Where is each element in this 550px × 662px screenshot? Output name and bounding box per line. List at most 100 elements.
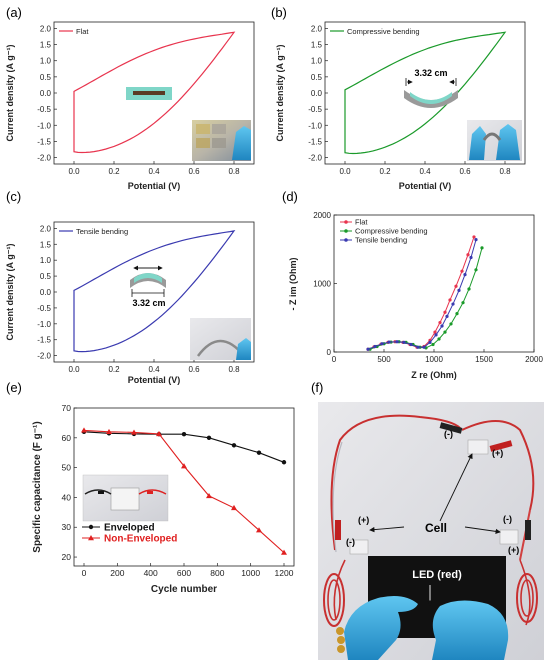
- y-tick-label: -1.5: [37, 137, 51, 146]
- panel-label-e: (e): [6, 380, 22, 395]
- y-tick-label: 0: [327, 348, 332, 357]
- legend-marker: [88, 524, 94, 530]
- y-tick-label: 0.0: [40, 89, 52, 98]
- x-tick-label: 0.4: [148, 167, 160, 176]
- axis-ticks: 0 500 1000 1500 2000 0 1000 2000: [313, 211, 543, 364]
- cycling-series: [81, 427, 287, 555]
- nyquist-point: [433, 330, 437, 334]
- right-glove: [432, 600, 509, 660]
- panel-label-b: (b): [271, 5, 287, 20]
- y-tick-label: 2000: [313, 211, 331, 220]
- y-tick-label: -0.5: [37, 304, 51, 313]
- y-tick-label: 1.0: [40, 57, 52, 66]
- x-tick-label: 500: [377, 355, 391, 364]
- nyquist-point: [434, 333, 438, 337]
- legend-label: Flat: [76, 27, 89, 36]
- cv-curve: [344, 31, 507, 155]
- nyquist-point: [472, 235, 476, 239]
- terminal-plus-top: (+): [492, 448, 503, 458]
- y-tick-label: 0.0: [311, 89, 323, 98]
- cycling-point: [206, 435, 212, 441]
- terminal-minus-right: (-): [503, 514, 512, 524]
- legend-label: Flat: [355, 218, 368, 227]
- nyquist-point: [438, 320, 442, 325]
- x-axis-label: Potential (V): [399, 181, 452, 191]
- legend-marker: [344, 229, 348, 233]
- y-tick-label: -0.5: [308, 105, 322, 114]
- axis-ticks: 0 200 400 600 800 1000 1200 20 30 40 50 60 70: [62, 403, 294, 578]
- y-tick-label: 0.5: [40, 73, 52, 82]
- cycling-point: [156, 430, 162, 437]
- cycling-point: [256, 450, 262, 455]
- nyquist-point: [448, 298, 452, 302]
- nyquist-point: [409, 342, 413, 347]
- x-tick-label: 0.6: [188, 167, 200, 176]
- cycling-point: [81, 427, 87, 433]
- x-tick-label: 400: [144, 568, 158, 578]
- left-glove: [344, 596, 418, 660]
- nyquist-point: [460, 269, 464, 273]
- nyquist-point: [449, 322, 453, 326]
- cv-chart-flat: 0.0 0.2 0.4 0.6 0.8 -2.0 -1.5 -1.0 -0.5 0.0 0.5 1.0…: [5, 21, 255, 191]
- nyquist-line-2: [367, 239, 477, 350]
- x-tick-label: 2000: [525, 355, 543, 364]
- axis-ticks: 0.0 0.2 0.4 0.6 0.8 -2.0 -1.5 -1.0 -0.5 0.0 0.5 1.0…: [37, 224, 240, 374]
- y-axis-label: Current density (A g⁻¹): [5, 45, 15, 142]
- x-axis-label: Cycle number: [151, 584, 217, 595]
- x-tick-label: 0.0: [68, 365, 80, 374]
- nyquist-point: [469, 255, 473, 260]
- y-tick-label: 2.0: [40, 224, 52, 233]
- y-axis-label: Specific capacitance (F g⁻¹): [32, 421, 43, 552]
- cycling-chart: 0 200 400 600 800 1000 1200 20 30 40 50 60 70 Envelo…: [32, 403, 295, 595]
- inset-photo-device: [82, 474, 169, 522]
- nyquist-point: [454, 284, 458, 288]
- cell-label: Cell: [425, 521, 447, 535]
- nyquist-point: [451, 302, 455, 306]
- terminal-minus-left: (-): [346, 537, 355, 547]
- y-axis-label: - Z im (Ohm): [288, 258, 298, 311]
- x-tick-label: 200: [110, 568, 124, 578]
- nyquist-chart: 0 500 1000 1500 2000 0 1000 2000 FlatCompressiv…: [288, 211, 543, 380]
- nyquist-point: [466, 253, 470, 257]
- x-axis-label: Z re (Ohm): [411, 370, 457, 380]
- terminal-plus-left: (+): [358, 515, 369, 525]
- panel-label-d: (d): [282, 189, 298, 204]
- x-axis-label: Potential (V): [128, 181, 181, 191]
- x-tick-label: 0.8: [228, 365, 240, 374]
- y-tick-label: -2.0: [308, 154, 322, 163]
- cycling-point: [181, 432, 187, 437]
- x-tick-label: 0.4: [419, 167, 431, 176]
- nyquist-point: [431, 342, 435, 347]
- cycling-point: [281, 549, 287, 555]
- y-tick-label: 0.0: [40, 288, 52, 297]
- nyquist-point: [416, 345, 420, 349]
- y-tick-label: 50: [62, 463, 72, 473]
- x-tick-label: 0: [332, 355, 337, 364]
- cycling-point: [131, 429, 137, 435]
- cv-curve: [73, 31, 236, 154]
- legend-label: Non-Enveloped: [104, 534, 177, 545]
- x-tick-label: 600: [177, 568, 191, 578]
- inset-photo-tensile: [190, 318, 251, 360]
- axis-ticks: 0.0 0.2 0.4 0.6 0.8 -2.0 -1.5 -1.0 -0.5 0.0 0.5 1.0…: [308, 24, 511, 176]
- nyquist-point: [373, 344, 377, 349]
- legend-label: Tensile bending: [355, 236, 407, 245]
- nyquist-point: [428, 340, 432, 345]
- nyquist-point: [366, 347, 370, 351]
- cv-curve: [73, 230, 236, 353]
- nyquist-point: [443, 330, 447, 334]
- nyquist-point: [474, 268, 478, 272]
- cycling-point: [106, 428, 112, 435]
- axis-ticks: 0.0 0.2 0.4 0.6 0.8 -2.0 -1.5 -1.0 -0.5 0.0 0.5 1.0…: [37, 24, 240, 176]
- legend-marker: [88, 535, 94, 541]
- y-tick-label: -1.0: [37, 121, 51, 130]
- x-tick-label: 0.2: [108, 365, 120, 374]
- y-axis-label: Current density (A g⁻¹): [275, 45, 285, 142]
- inset-photo-flat: [192, 120, 251, 161]
- cv-chart-tensile: 0.0 0.2 0.4 0.6 0.8 -2.0 -1.5 -1.0 -0.5 0.0 0.5 1.0…: [5, 221, 255, 385]
- y-tick-label: 30: [62, 522, 72, 532]
- x-tick-label: 1000: [241, 568, 260, 578]
- y-tick-label: 1.0: [40, 256, 52, 265]
- x-tick-label: 0.2: [108, 167, 120, 176]
